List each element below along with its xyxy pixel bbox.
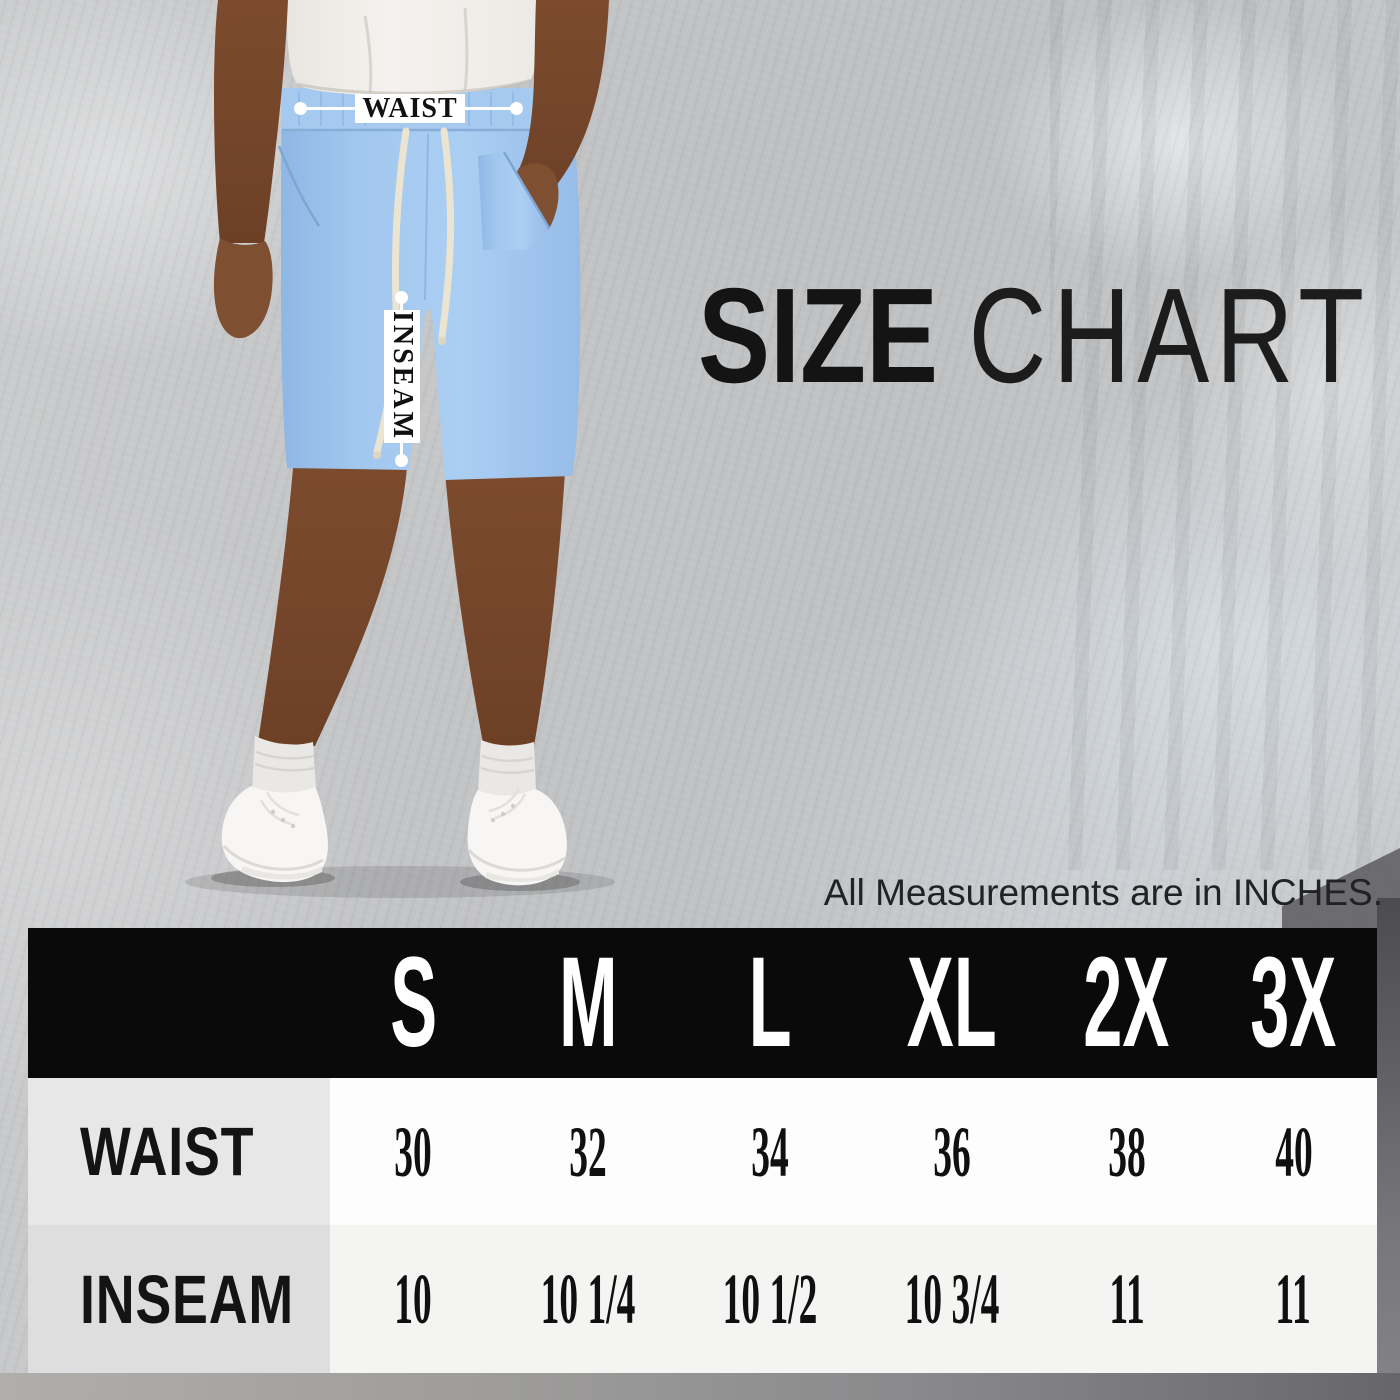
header-label: XL <box>907 931 997 1074</box>
units-note: All Measurements are in INCHES. <box>823 872 1383 913</box>
header-label: S <box>390 931 437 1074</box>
value-text: 30 <box>394 1111 433 1192</box>
title-chart: CHART <box>968 260 1371 411</box>
header-cell-2x: 2X <box>1043 928 1211 1078</box>
value-text: 11 <box>1108 1259 1145 1339</box>
background-bottom-strip <box>0 1373 1400 1400</box>
inseam-measure-dot-top <box>395 291 408 304</box>
inseam-value-s: 10 <box>330 1225 497 1373</box>
value-text: 10 <box>394 1259 433 1339</box>
inseam-value-3x: 11 <box>1210 1225 1377 1373</box>
waist-value-m: 32 <box>496 1078 679 1225</box>
waist-value-l: 34 <box>679 1078 862 1225</box>
header-cell-s: S <box>330 928 497 1078</box>
row-label-text: WAIST <box>80 1113 255 1190</box>
size-table: S M L XL 2X 3X WAIST 30 32 34 36 38 40 I… <box>28 928 1377 1373</box>
inseam-value-xl: 10 3/4 <box>861 1225 1044 1373</box>
header-corner-cell <box>28 928 330 1078</box>
row-label-text: INSEAM <box>80 1260 295 1338</box>
header-label: L <box>748 931 792 1074</box>
header-label: M <box>558 931 618 1074</box>
inseam-measure-label: INSEAM <box>384 310 420 443</box>
header-label: 2X <box>1083 931 1170 1074</box>
value-text: 10 1/4 <box>540 1259 636 1339</box>
row-label-inseam: INSEAM <box>28 1225 330 1373</box>
model-photo <box>185 0 615 898</box>
value-text: 34 <box>751 1111 789 1192</box>
title-size: SIZE <box>698 260 939 411</box>
value-text: 38 <box>1107 1111 1146 1192</box>
header-cell-l: L <box>679 928 862 1078</box>
page-title: SIZE CHART <box>698 268 1370 403</box>
background-dark-edge <box>1377 898 1400 1373</box>
value-text: 36 <box>933 1111 971 1192</box>
inseam-measure-dot-bottom <box>395 454 408 467</box>
waist-measure-dot-right <box>510 102 523 115</box>
waist-measure-dot-left <box>294 102 307 115</box>
inseam-value-m: 10 1/4 <box>496 1225 679 1373</box>
value-text: 11 <box>1275 1259 1312 1339</box>
value-text: 40 <box>1274 1111 1313 1192</box>
value-text: 32 <box>569 1111 607 1192</box>
header-cell-m: M <box>496 928 679 1078</box>
waist-value-xl: 36 <box>861 1078 1044 1225</box>
waist-measure-label: WAIST <box>355 93 465 124</box>
inseam-value-2x: 11 <box>1043 1225 1211 1373</box>
value-text: 10 3/4 <box>904 1259 1000 1339</box>
header-label: 3X <box>1250 931 1337 1074</box>
waist-value-3x: 40 <box>1210 1078 1377 1225</box>
inseam-value-l: 10 1/2 <box>679 1225 862 1373</box>
background-streaks <box>1050 0 1400 870</box>
header-cell-3x: 3X <box>1210 928 1377 1078</box>
waist-value-s: 30 <box>330 1078 497 1225</box>
header-cell-xl: XL <box>861 928 1044 1078</box>
row-label-waist: WAIST <box>28 1078 330 1225</box>
waist-value-2x: 38 <box>1043 1078 1211 1225</box>
value-text: 10 1/2 <box>722 1259 818 1339</box>
